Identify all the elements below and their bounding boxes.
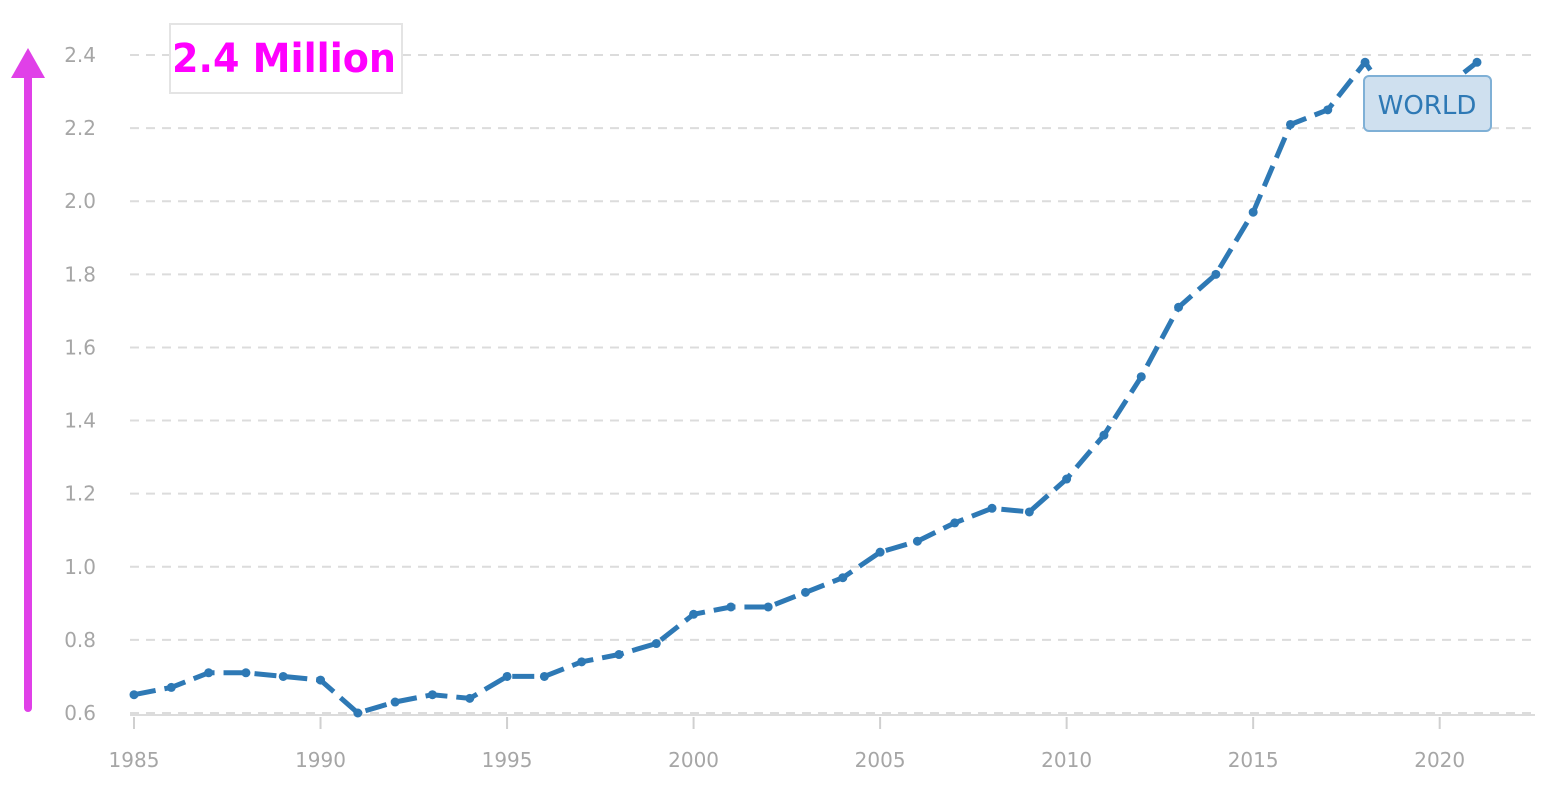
data-point [130,690,139,699]
data-point [614,650,623,659]
x-axis-ticks: 1985 1990 1995 2000 2005 2010 2015 2020 [109,717,1466,772]
data-point [838,573,847,582]
data-point [950,518,959,527]
series-line [134,62,1477,713]
annotation-text: 2.4 Million [172,36,396,82]
data-point [1361,58,1370,67]
data-point [652,639,661,648]
data-point [988,504,997,513]
x-tick-label: 1990 [295,748,346,772]
x-tick-label: 2000 [668,748,719,772]
y-tick-label: 2.4 [64,43,96,67]
data-point [204,668,213,677]
data-point [465,694,474,703]
x-tick-label: 2005 [855,748,906,772]
y-tick-label: 2.2 [64,116,96,140]
up-arrow-icon [11,48,45,708]
data-point [279,672,288,681]
series-world [130,58,1482,718]
x-tick-label: 1995 [482,748,533,772]
y-tick-label: 1.6 [64,335,96,359]
data-point [876,548,885,557]
data-point [316,676,325,685]
y-tick-label: 2.0 [64,189,96,213]
data-point [689,610,698,619]
data-point [1286,120,1295,129]
data-point [1025,507,1034,516]
series-legend: WORLD [1364,76,1491,131]
data-point [726,602,735,611]
y-tick-label: 1.8 [64,262,96,286]
gridlines [130,55,1535,715]
data-point [1099,431,1108,440]
data-point [1174,303,1183,312]
arrow-head [11,48,45,78]
x-tick-label: 2020 [1414,748,1465,772]
data-point [241,668,250,677]
legend-label: WORLD [1378,91,1477,121]
max-value-annotation: 2.4 Million [170,24,402,93]
data-point [1062,475,1071,484]
data-point [577,657,586,666]
data-point [1323,105,1332,114]
data-point [1137,372,1146,381]
data-point [540,672,549,681]
data-point [913,537,922,546]
y-tick-label: 0.6 [64,701,96,725]
y-tick-label: 1.4 [64,409,96,433]
x-tick-label: 2010 [1041,748,1092,772]
data-point [428,690,437,699]
data-point [353,709,362,718]
y-tick-label: 0.8 [64,628,96,652]
y-tick-label: 1.2 [64,482,96,506]
data-point [503,672,512,681]
x-tick-label: 2015 [1228,748,1279,772]
y-axis-ticks: 0.6 0.8 1.0 1.2 1.4 1.6 1.8 2.0 2.2 2.4 [64,43,96,725]
data-point [801,588,810,597]
data-point [764,602,773,611]
data-point [167,683,176,692]
x-tick-label: 1985 [109,748,160,772]
data-point [1211,270,1220,279]
data-point [1473,58,1482,67]
y-tick-label: 1.0 [64,555,96,579]
data-point [1249,208,1258,217]
data-point [391,698,400,707]
